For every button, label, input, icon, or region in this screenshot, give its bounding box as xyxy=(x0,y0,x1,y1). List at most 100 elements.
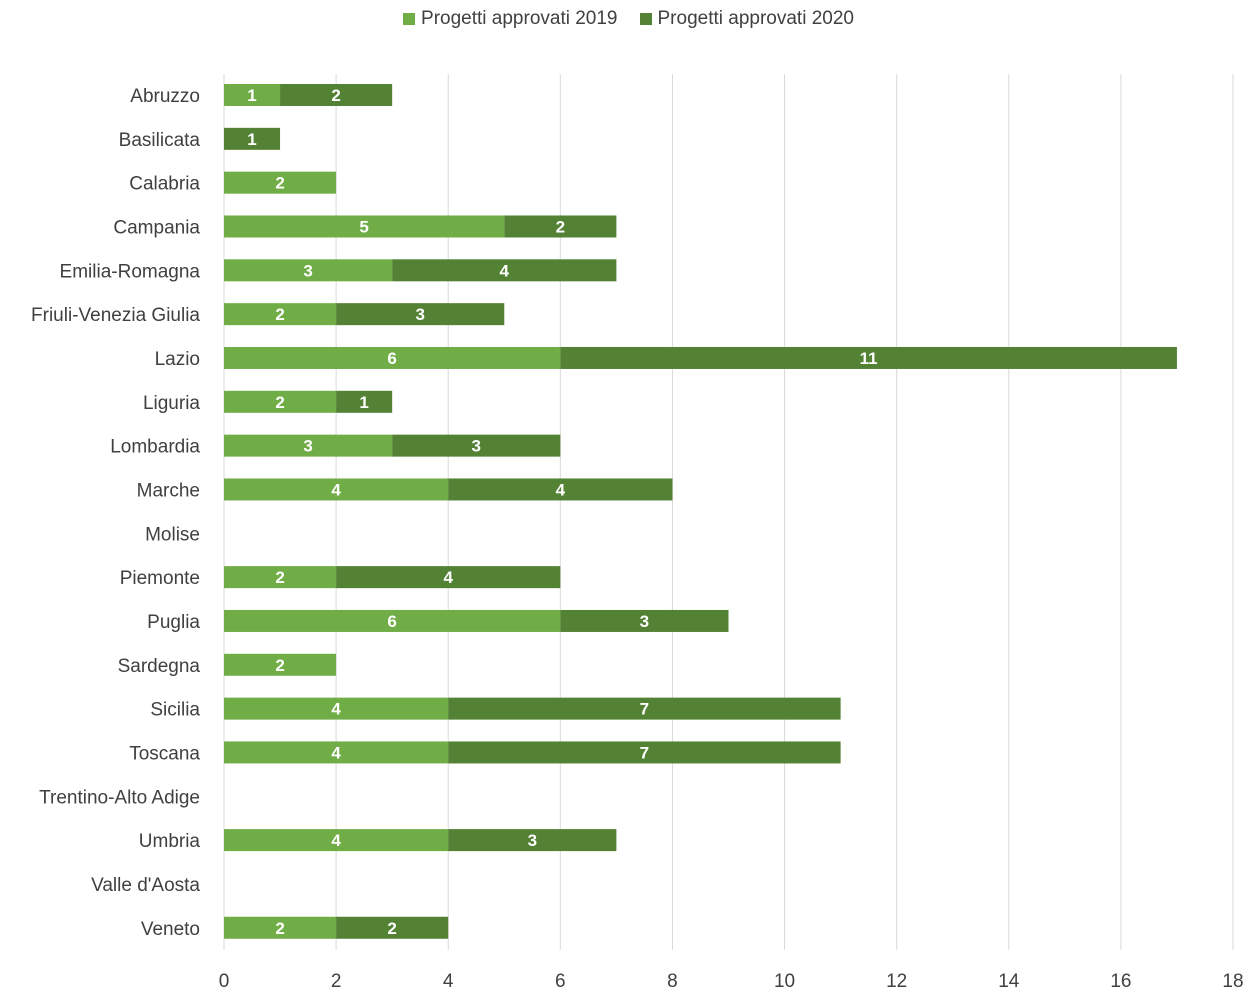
x-tick-label-2: 2 xyxy=(331,971,342,992)
category-label-14: Sicilia xyxy=(150,700,200,721)
data-label-2020-19: 2 xyxy=(387,919,396,938)
data-label-2020-9: 4 xyxy=(556,480,566,499)
x-tick-label-12: 12 xyxy=(886,971,907,992)
data-label-2019-11: 2 xyxy=(275,568,284,587)
bar-2020-6 xyxy=(560,346,1177,369)
data-label-2020-15: 7 xyxy=(640,743,649,762)
category-label-6: Lazio xyxy=(155,349,200,370)
data-label-2020-14: 7 xyxy=(640,700,649,719)
data-label-2019-5: 2 xyxy=(275,305,284,324)
bar-2019-17 xyxy=(224,829,449,852)
data-label-2019-8: 3 xyxy=(303,437,312,456)
bar-2019-3 xyxy=(224,215,505,238)
legend-item-2020: Progetti approvati 2020 xyxy=(639,8,854,30)
data-label-2020-3: 2 xyxy=(556,217,565,236)
category-label-3: Campania xyxy=(113,217,200,238)
category-label-10: Molise xyxy=(145,524,200,545)
data-label-2019-14: 4 xyxy=(331,700,341,719)
data-label-2019-12: 6 xyxy=(387,612,396,631)
bar-2020-5 xyxy=(336,303,505,326)
data-label-2019-6: 6 xyxy=(387,349,396,368)
category-label-15: Toscana xyxy=(129,743,200,764)
category-label-0: Abruzzo xyxy=(130,86,200,107)
bar-2020-9 xyxy=(448,478,673,501)
data-label-2019-13: 2 xyxy=(275,656,284,675)
category-label-5: Friuli-Venezia Giulia xyxy=(31,305,200,326)
data-label-2019-3: 5 xyxy=(359,217,368,236)
data-label-2019-9: 4 xyxy=(331,480,341,499)
x-tick-label-16: 16 xyxy=(1110,971,1131,992)
x-tick-label-0: 0 xyxy=(219,971,230,992)
x-tick-label-18: 18 xyxy=(1222,971,1243,992)
x-tick-label-8: 8 xyxy=(667,971,678,992)
category-label-7: Liguria xyxy=(143,393,200,414)
bar-2019-14 xyxy=(224,697,449,720)
bar-2020-15 xyxy=(448,741,841,764)
bar-2020-0 xyxy=(280,84,393,106)
legend-label-2020: Progetti approvati 2020 xyxy=(657,8,854,29)
data-label-2020-8: 3 xyxy=(472,437,481,456)
data-label-2020-12: 3 xyxy=(640,612,649,631)
data-label-2020-0: 2 xyxy=(331,86,340,105)
bar-2019-6 xyxy=(224,346,561,369)
bar-2020-4 xyxy=(392,259,617,282)
data-label-2020-11: 4 xyxy=(443,568,453,587)
data-label-2019-4: 3 xyxy=(303,261,312,280)
bar-2019-12 xyxy=(224,609,561,632)
bar-2020-1 xyxy=(224,127,281,150)
category-label-13: Sardegna xyxy=(118,656,201,677)
bar-2020-11 xyxy=(336,566,561,589)
category-label-11: Piemonte xyxy=(120,568,200,589)
data-label-2020-6: 11 xyxy=(860,349,878,368)
data-label-2019-0: 1 xyxy=(247,86,256,105)
bar-2019-13 xyxy=(224,653,337,676)
data-label-2020-5: 3 xyxy=(415,305,424,324)
legend-label-2019: Progetti approvati 2019 xyxy=(421,8,618,29)
legend-swatch-2020 xyxy=(639,13,652,25)
category-label-2: Calabria xyxy=(129,174,200,195)
bar-2020-8 xyxy=(392,434,561,457)
bar-2020-7 xyxy=(336,390,393,413)
bar-2019-11 xyxy=(224,566,337,589)
bar-2020-19 xyxy=(336,916,449,939)
bar-2020-12 xyxy=(560,609,729,632)
category-label-8: Lombardia xyxy=(110,437,200,458)
category-label-4: Emilia-Romagna xyxy=(60,261,201,282)
data-label-2020-7: 1 xyxy=(359,393,368,412)
data-label-2019-2: 2 xyxy=(275,174,284,193)
data-label-2019-15: 4 xyxy=(331,743,341,762)
bar-2019-7 xyxy=(224,390,337,413)
category-label-1: Basilicata xyxy=(119,130,201,151)
data-label-2019-7: 2 xyxy=(275,393,284,412)
bar-2019-19 xyxy=(224,916,337,939)
category-label-9: Marche xyxy=(137,480,200,501)
data-label-2020-1: 1 xyxy=(247,130,256,149)
legend: Progetti approvati 2019 Progetti approva… xyxy=(0,8,1257,30)
category-label-12: Puglia xyxy=(147,612,200,633)
category-label-17: Umbria xyxy=(139,831,201,852)
x-tick-label-6: 6 xyxy=(555,971,566,992)
legend-swatch-2019 xyxy=(403,13,416,25)
data-label-2019-17: 4 xyxy=(331,831,341,850)
bar-2020-14 xyxy=(448,697,841,720)
x-tick-label-10: 10 xyxy=(774,971,795,992)
data-label-2020-4: 4 xyxy=(500,261,510,280)
bar-2019-15 xyxy=(224,741,449,764)
x-tick-label-4: 4 xyxy=(443,971,454,992)
legend-item-2019: Progetti approvati 2019 xyxy=(403,8,618,30)
bar-2019-9 xyxy=(224,478,449,501)
bar-2019-5 xyxy=(224,303,337,326)
x-tick-label-14: 14 xyxy=(998,971,1020,992)
bar-2020-3 xyxy=(504,215,617,238)
bar-2019-0 xyxy=(224,84,281,106)
bar-2019-4 xyxy=(224,259,393,282)
category-label-16: Trentino-Alto Adige xyxy=(39,787,200,808)
data-label-2019-19: 2 xyxy=(275,919,284,938)
bar-2019-2 xyxy=(224,171,337,194)
data-label-2020-17: 3 xyxy=(528,831,537,850)
bar-2020-17 xyxy=(448,829,617,852)
category-label-19: Veneto xyxy=(141,919,200,940)
category-label-18: Valle d'Aosta xyxy=(91,875,200,896)
